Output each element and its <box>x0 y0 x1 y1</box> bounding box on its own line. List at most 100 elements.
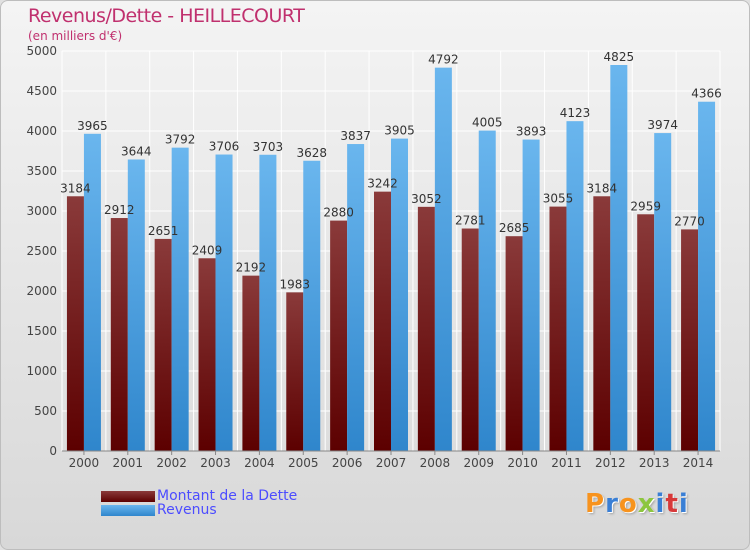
value-label-dette-2008: 3052 <box>411 192 442 206</box>
x-tick-label-2001: 2001 <box>113 456 144 470</box>
x-tick-label-2005: 2005 <box>288 456 319 470</box>
bar-revenus-2003 <box>215 154 233 451</box>
x-tick-label-2004: 2004 <box>244 456 275 470</box>
x-tick-label-2003: 2003 <box>200 456 231 470</box>
x-tick-label-2007: 2007 <box>376 456 407 470</box>
value-label-revenus-2008: 4792 <box>428 53 459 67</box>
value-label-dette-2012: 3184 <box>587 181 618 195</box>
bar-revenus-2009 <box>478 130 496 451</box>
brand-letter: x <box>637 489 656 519</box>
y-tick-label-3000: 3000 <box>26 204 57 218</box>
y-tick-label-1000: 1000 <box>26 364 57 378</box>
bar-dette-2012 <box>593 196 611 451</box>
chart-subtitle: (en milliers d'€) <box>28 29 123 43</box>
y-tick-label-1500: 1500 <box>26 324 57 338</box>
bar-revenus-2001 <box>127 159 145 452</box>
value-label-dette-2000: 3184 <box>60 181 91 195</box>
value-label-revenus-2003: 3706 <box>209 140 240 154</box>
x-tick-label-2012: 2012 <box>595 456 626 470</box>
bar-revenus-2010 <box>522 139 540 451</box>
value-label-dette-2003: 2409 <box>192 243 223 257</box>
bar-dette-2010 <box>505 236 523 451</box>
x-tick-label-2009: 2009 <box>463 456 494 470</box>
value-label-revenus-2005: 3628 <box>296 146 327 160</box>
value-label-revenus-2011: 4123 <box>560 106 591 120</box>
x-tick-label-2008: 2008 <box>420 456 451 470</box>
y-tick-label-2000: 2000 <box>26 284 57 298</box>
y-tick-label-500: 500 <box>34 404 57 418</box>
bar-dette-2002 <box>154 238 172 451</box>
bar-revenus-2011 <box>566 121 584 451</box>
bar-dette-2014 <box>681 229 699 451</box>
bar-revenus-2007 <box>391 138 408 451</box>
legend-item-revenus: Revenus <box>101 502 217 518</box>
value-label-revenus-2014: 4366 <box>691 87 722 101</box>
bar-dette-2009 <box>461 228 479 451</box>
brand-letter: i <box>655 489 666 519</box>
bar-dette-2005 <box>286 292 304 451</box>
brand-letter: t <box>665 489 679 519</box>
brand-logo: Proxiti <box>585 489 689 519</box>
x-tick-label-2013: 2013 <box>639 456 670 470</box>
y-tick-label-3500: 3500 <box>26 164 57 178</box>
x-tick-label-2000: 2000 <box>69 456 100 470</box>
value-label-dette-2013: 2959 <box>630 199 661 213</box>
bar-revenus-2014 <box>698 101 716 451</box>
value-label-dette-2009: 2781 <box>455 214 486 228</box>
value-label-dette-2004: 2192 <box>236 261 267 275</box>
value-label-dette-2007: 3242 <box>367 177 398 191</box>
legend-label-revenus: Revenus <box>157 502 217 518</box>
x-tick-label-2010: 2010 <box>507 456 538 470</box>
y-tick-label-5000: 5000 <box>26 44 57 58</box>
value-label-revenus-2002: 3792 <box>165 133 196 147</box>
brand-letter: o <box>618 489 638 519</box>
bar-dette-2008 <box>417 206 435 451</box>
x-tick-label-2002: 2002 <box>156 456 187 470</box>
value-label-dette-2005: 1983 <box>279 277 310 291</box>
value-label-dette-2010: 2685 <box>499 221 530 235</box>
brand-letter: r <box>605 489 619 519</box>
bar-dette-2011 <box>549 206 567 451</box>
value-label-dette-2014: 2770 <box>674 214 705 228</box>
bar-dette-2000 <box>66 196 84 451</box>
bar-revenus-2008 <box>434 67 452 451</box>
axis-layer: 0 500 1000 1500 2000 2500 3000 3500 4000 4500 5000… <box>26 44 720 470</box>
y-tick-label-4000: 4000 <box>26 124 57 138</box>
bar-dette-2003 <box>198 258 216 451</box>
bar-dette-2001 <box>110 218 128 451</box>
bar-layer <box>66 65 716 452</box>
brand-letter: i <box>678 489 689 519</box>
value-label-revenus-2013: 3974 <box>647 118 678 132</box>
bar-revenus-2004 <box>259 154 277 451</box>
value-label-revenus-2012: 4825 <box>604 50 635 64</box>
value-label-revenus-2010: 3893 <box>516 125 547 139</box>
legend-label-dette: Montant de la Dette <box>157 488 298 504</box>
value-label-revenus-2001: 3644 <box>121 144 152 158</box>
bar-revenus-2000 <box>83 133 101 452</box>
y-tick-label-0: 0 <box>49 444 57 458</box>
value-label-dette-2006: 2880 <box>323 206 354 220</box>
legend-swatch-revenus <box>101 504 155 516</box>
value-label-revenus-2009: 4005 <box>472 116 503 130</box>
value-label-revenus-2004: 3703 <box>253 140 284 154</box>
legend-item-dette: Montant de la Dette <box>101 488 297 504</box>
bar-revenus-2002 <box>171 147 189 451</box>
brand-letter: P <box>585 489 606 519</box>
chart-title: Revenus/Dette - HEILLECOURT <box>28 5 305 27</box>
bar-revenus-2005 <box>303 160 321 451</box>
bar-revenus-2013 <box>654 133 672 451</box>
bar-revenus-2012 <box>610 65 628 451</box>
bar-revenus-2006 <box>347 144 365 452</box>
value-label-dette-2011: 3055 <box>543 192 574 206</box>
value-label-layer: 3184 3965 2912 3644 2651 3792 2409 3706 2192 3703… <box>60 50 722 291</box>
x-tick-label-2011: 2011 <box>551 456 582 470</box>
bar-dette-2004 <box>242 275 260 451</box>
value-label-dette-2001: 2912 <box>104 203 135 217</box>
bar-dette-2007 <box>374 191 391 451</box>
x-tick-label-2006: 2006 <box>332 456 363 470</box>
x-tick-label-2014: 2014 <box>683 456 714 470</box>
y-tick-label-4500: 4500 <box>26 84 57 98</box>
value-label-revenus-2006: 3837 <box>340 129 371 143</box>
